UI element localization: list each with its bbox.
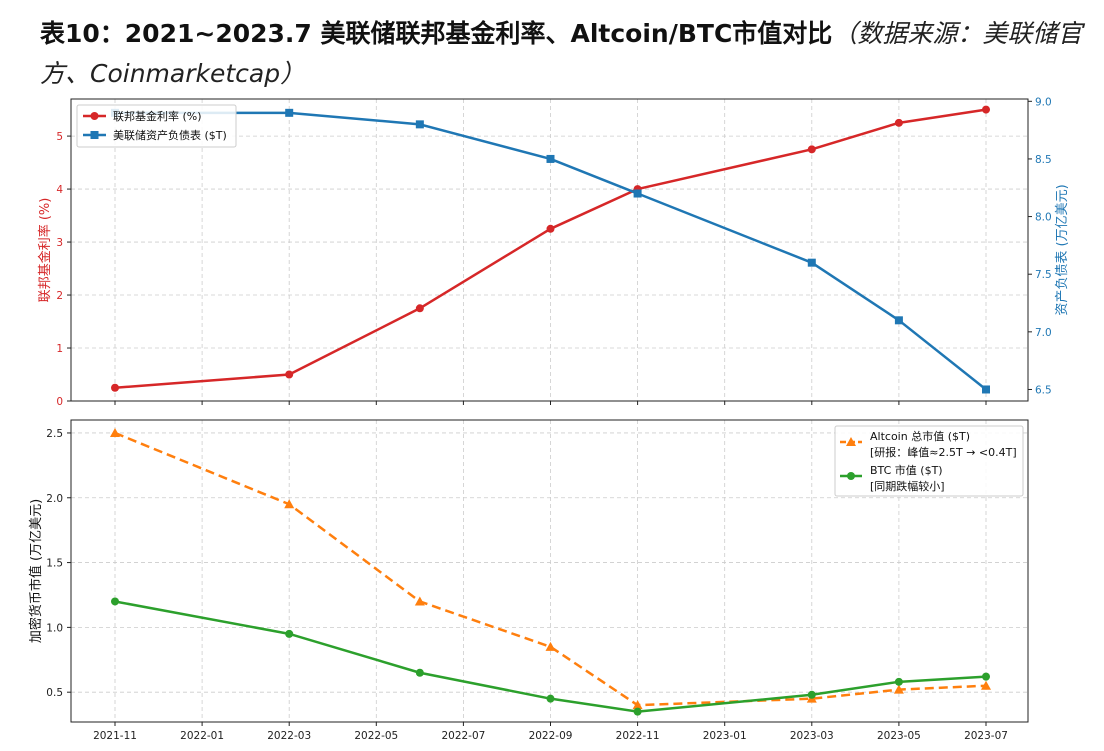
top-plot-frame — [70, 98, 1029, 402]
bottom-xtick-3: 2022-05 — [354, 730, 398, 742]
bottom-xtick-0: 2021-11 — [93, 730, 137, 742]
top-ytick-right-1: 7.0 — [1035, 327, 1052, 339]
bottom-xtick-7: 2023-01 — [703, 730, 747, 742]
bottom-xtick-1: 2022-01 — [180, 730, 224, 742]
bottom-xtick-10: 2023-07 — [964, 730, 1008, 742]
top-ylabel-right: 资产负债表 (万亿美元) — [1055, 184, 1070, 315]
data-point-top-0-3 — [546, 224, 555, 233]
data-point-top-1-7 — [982, 385, 990, 394]
data-point-bottom-0-2 — [414, 596, 425, 606]
top-legend-marker-1 — [90, 131, 99, 139]
bottom-legend-marker-0 — [846, 437, 856, 446]
bottom-legend-label-0: Altcoin 总市值 ($T) — [870, 429, 970, 443]
bottom-xtick-2: 2022-03 — [267, 730, 311, 742]
top-ytick-left-4: 4 — [56, 184, 63, 196]
top-ytick-left-3: 3 — [56, 237, 63, 249]
bottom-xtick-6: 2022-11 — [616, 730, 660, 742]
data-point-top-1-6 — [894, 316, 903, 325]
bottom-ytick-1: 1.0 — [46, 622, 63, 634]
data-point-top-1-4 — [633, 189, 642, 198]
data-point-top-0-6 — [894, 118, 903, 127]
data-point-bottom-1-3 — [546, 694, 555, 703]
data-point-top-1-2 — [415, 120, 424, 129]
figure-title: 表10：2021~2023.7 美联储联邦基金利率、Altcoin/BTC市值对… — [40, 14, 1090, 94]
series-line-bottom-1 — [114, 600, 987, 713]
bottom-ylabel: 加密货币市值 (万亿美元) — [28, 499, 44, 643]
top-ytick-right-0: 6.5 — [1035, 384, 1052, 396]
data-point-bottom-0-7 — [981, 680, 991, 690]
bottom-legend-marker-1 — [847, 472, 855, 480]
bottom-plot-frame — [70, 419, 1029, 723]
top-ytick-right-2: 7.5 — [1035, 269, 1052, 281]
bottom-xtick-9: 2023-05 — [877, 730, 921, 742]
top-ytick-right-3: 8.0 — [1035, 212, 1052, 224]
top-legend-label-1: 美联储资产负债表 ($T) — [113, 128, 227, 142]
top-ytick-left-0: 0 — [56, 396, 63, 408]
top-ytick-right-4: 8.5 — [1035, 154, 1052, 166]
data-point-bottom-1-1 — [285, 629, 294, 638]
figure-title-main: 表10：2021~2023.7 美联储联邦基金利率、Altcoin/BTC市值对… — [40, 19, 833, 48]
series-line-top-1 — [115, 111, 987, 391]
top-ytick-right-5: 9.0 — [1035, 96, 1052, 108]
data-point-bottom-0-0 — [110, 427, 120, 437]
top-ytick-left-1: 1 — [56, 343, 63, 355]
data-point-bottom-1-2 — [415, 668, 424, 677]
data-point-bottom-0-1 — [284, 499, 295, 509]
data-point-bottom-0-4 — [632, 700, 643, 710]
data-point-top-0-5 — [807, 145, 816, 154]
data-point-top-0-2 — [415, 304, 424, 313]
bottom-legend-label-1: BTC 市值 ($T) — [870, 463, 943, 477]
bottom-legend-note-0: [研报：峰值≈2.5T → <0.4T] — [870, 445, 1017, 459]
data-point-bottom-1-5 — [807, 690, 816, 699]
top-ytick-left-5: 5 — [56, 131, 63, 143]
data-point-bottom-1-0 — [111, 597, 119, 606]
data-point-bottom-1-4 — [633, 707, 642, 716]
bottom-legend-box — [834, 425, 1024, 497]
bottom-legend-note-1: [同期跌幅较小] — [870, 479, 945, 493]
bottom-ytick-4: 2.5 — [46, 428, 63, 440]
bottom-xtick-4: 2022-07 — [441, 730, 485, 742]
data-point-top-0-7 — [982, 105, 990, 114]
top-legend-marker-0 — [90, 112, 99, 120]
data-point-bottom-0-6 — [893, 684, 904, 694]
data-point-top-1-5 — [807, 258, 816, 267]
bottom-xtick-5: 2022-09 — [529, 730, 573, 742]
figure-title-source: （数据来源：美联储官方、Coinmarketcap） — [40, 19, 1083, 88]
top-ylabel-left: 联邦基金利率 (%) — [37, 198, 53, 303]
top-ytick-left-2: 2 — [56, 290, 63, 302]
top-legend-box — [76, 104, 237, 148]
series-line-top-0 — [114, 108, 987, 390]
data-point-top-1-3 — [546, 154, 555, 163]
top-legend-label-0: 联邦基金利率 (%) — [113, 109, 202, 123]
bottom-ytick-0: 0.5 — [46, 687, 63, 699]
bottom-xtick-8: 2023-03 — [790, 730, 834, 742]
data-point-bottom-1-7 — [982, 672, 990, 681]
bottom-ytick-3: 2.0 — [46, 493, 63, 505]
data-point-top-0-1 — [285, 370, 294, 379]
data-point-bottom-0-3 — [545, 641, 556, 651]
bottom-ytick-2: 1.5 — [46, 558, 63, 570]
series-line-bottom-0 — [114, 431, 987, 707]
data-point-top-0-0 — [111, 383, 119, 392]
data-point-bottom-1-6 — [894, 677, 903, 686]
data-point-top-1-1 — [285, 108, 294, 117]
